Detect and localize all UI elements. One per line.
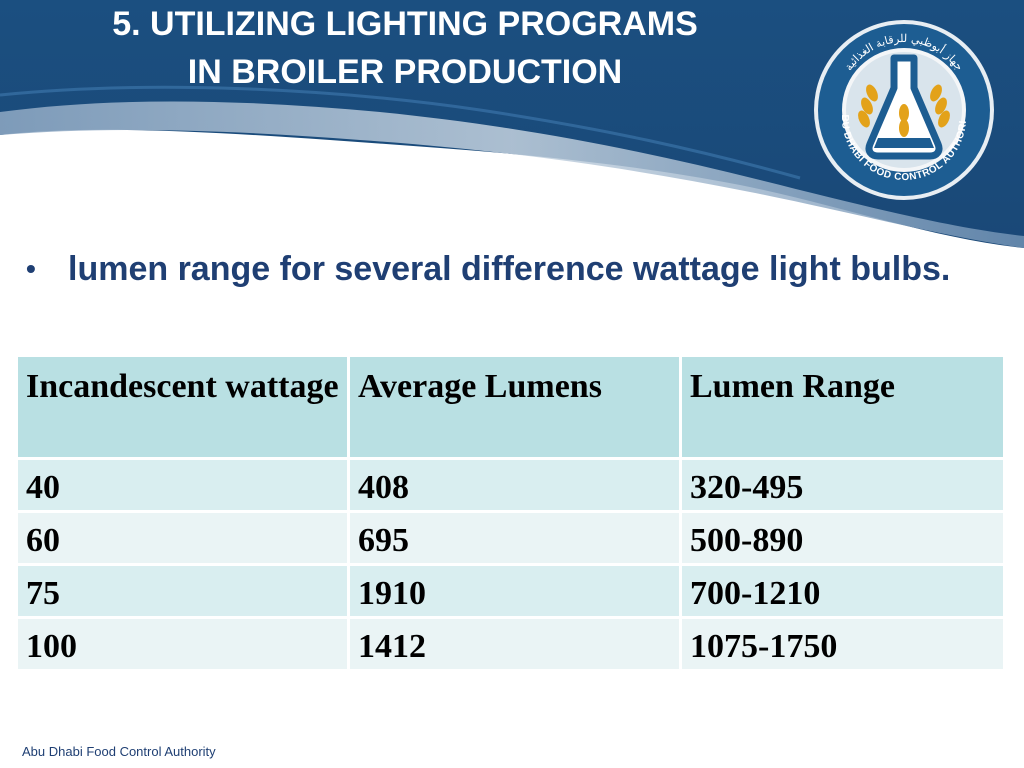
table-cell: 695 xyxy=(350,513,682,566)
table-row: 75 1910 700-1210 xyxy=(18,566,1006,619)
table-cell: 1412 xyxy=(350,619,682,672)
table-header-cell: Incandescent wattage xyxy=(18,357,350,460)
table-header-cell: Average Lumens xyxy=(350,357,682,460)
table-cell: 100 xyxy=(18,619,350,672)
bullet-text: lumen range for several difference watta… xyxy=(68,250,951,288)
table-cell: 320-495 xyxy=(682,460,1006,513)
table-cell: 500-890 xyxy=(682,513,1006,566)
table-cell: 60 xyxy=(18,513,350,566)
lumens-table: Incandescent wattage Average Lumens Lume… xyxy=(18,357,1006,672)
bullet-icon: • xyxy=(26,253,36,284)
slide-title-line1: 5. UTILIZING LIGHTING PROGRAMS xyxy=(112,5,698,43)
table-cell: 1075-1750 xyxy=(682,619,1006,672)
table-row: 40 408 320-495 xyxy=(18,460,1006,513)
slide-title-line2: IN BROILER PRODUCTION xyxy=(187,53,623,91)
table-row: 60 695 500-890 xyxy=(18,513,1006,566)
table-row: 100 1412 1075-1750 xyxy=(18,619,1006,672)
bullet-point: • lumen range for several difference wat… xyxy=(26,244,996,294)
table-header-row: Incandescent wattage Average Lumens Lume… xyxy=(18,357,1006,460)
table-header-cell: Lumen Range xyxy=(682,357,1006,460)
table-cell: 40 xyxy=(18,460,350,513)
footer-text: Abu Dhabi Food Control Authority xyxy=(22,744,216,759)
header-banner xyxy=(0,0,1024,248)
table-cell: 1910 xyxy=(350,566,682,619)
table-cell: 700-1210 xyxy=(682,566,1006,619)
slide-title: 5. UTILIZING LIGHTING PROGRAMS IN BROILE… xyxy=(0,0,810,96)
table-cell: 408 xyxy=(350,460,682,513)
adfca-logo-icon: ABU DHABI FOOD CONTROL AUTHORITY جهاز أب… xyxy=(812,18,994,200)
table-cell: 75 xyxy=(18,566,350,619)
